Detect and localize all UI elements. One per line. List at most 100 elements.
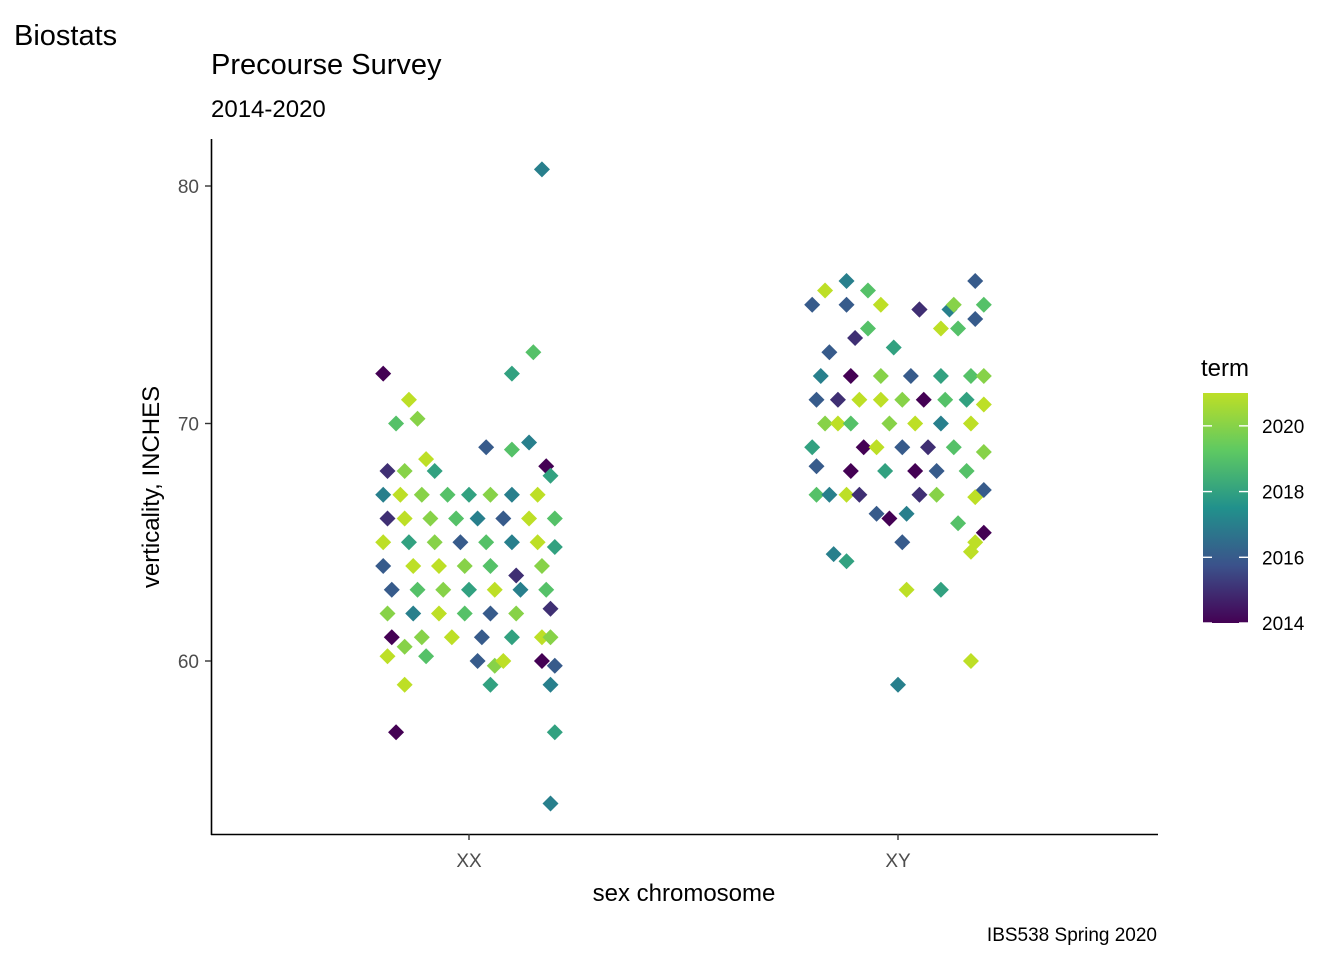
data-point xyxy=(396,463,413,479)
data-point xyxy=(375,558,392,574)
data-point xyxy=(975,444,992,460)
data-point xyxy=(817,415,834,432)
chart-caption: IBS538 Spring 2020 xyxy=(987,925,1157,946)
data-point xyxy=(546,657,563,674)
data-point xyxy=(881,510,898,527)
data-point xyxy=(469,510,486,527)
data-points xyxy=(375,161,992,812)
data-point xyxy=(975,368,992,384)
data-point xyxy=(478,439,495,456)
data-point xyxy=(422,510,439,527)
data-point xyxy=(920,439,937,456)
data-point xyxy=(842,415,859,432)
data-point xyxy=(503,486,520,503)
data-point xyxy=(430,605,447,622)
data-point xyxy=(388,724,405,741)
data-point xyxy=(838,486,855,503)
y-tick-label: 60 xyxy=(178,652,199,673)
data-point xyxy=(859,320,876,337)
data-point xyxy=(894,439,911,456)
data-point xyxy=(825,546,842,563)
data-point xyxy=(521,510,538,527)
data-point xyxy=(967,311,984,327)
chart-subtitle: 2014-2020 xyxy=(211,96,326,123)
data-point xyxy=(890,676,906,693)
data-point xyxy=(868,505,885,522)
data-point xyxy=(379,510,396,527)
data-point xyxy=(426,463,443,479)
data-point xyxy=(898,581,915,598)
data-point xyxy=(461,486,477,503)
data-point xyxy=(915,391,932,408)
data-point xyxy=(911,486,928,503)
legend-tick-label: 2014 xyxy=(1262,614,1305,635)
data-point xyxy=(907,415,924,432)
data-point xyxy=(379,605,396,622)
data-point xyxy=(958,391,975,408)
data-point xyxy=(821,486,838,503)
data-point xyxy=(400,534,417,551)
data-point xyxy=(872,391,889,408)
data-point xyxy=(950,515,967,532)
x-axis-label: sex chromosome xyxy=(593,880,776,907)
data-point xyxy=(962,653,979,669)
data-point xyxy=(400,391,417,408)
data-point xyxy=(512,581,529,598)
data-point xyxy=(542,795,559,812)
data-point xyxy=(881,415,898,432)
data-point xyxy=(812,368,829,384)
data-point xyxy=(375,365,392,382)
data-point xyxy=(546,724,563,741)
data-point xyxy=(542,600,559,617)
data-point xyxy=(902,368,919,384)
data-point xyxy=(804,296,821,313)
data-point xyxy=(379,648,396,665)
data-point xyxy=(950,320,967,337)
data-point xyxy=(418,451,435,468)
data-point xyxy=(503,441,520,458)
data-point xyxy=(847,330,864,346)
data-point xyxy=(958,463,975,479)
data-point xyxy=(808,391,825,408)
data-point xyxy=(817,282,834,299)
data-point xyxy=(842,463,859,479)
data-point xyxy=(907,463,924,479)
data-point xyxy=(388,415,405,432)
data-point xyxy=(495,653,512,669)
data-point xyxy=(911,301,928,318)
data-point xyxy=(821,344,838,361)
data-point xyxy=(877,463,894,479)
y-axis-ticks: 60 70 80 xyxy=(178,177,211,673)
legend-colorbar xyxy=(1203,393,1248,623)
data-point xyxy=(469,653,486,669)
data-point xyxy=(508,567,525,584)
data-point xyxy=(928,486,945,503)
data-point xyxy=(375,486,392,503)
data-point xyxy=(392,486,409,503)
data-point xyxy=(409,410,426,427)
data-point xyxy=(426,534,443,551)
x-tick-label: XY xyxy=(885,851,911,872)
data-point xyxy=(529,486,546,503)
data-point xyxy=(855,439,872,456)
data-point xyxy=(478,534,495,551)
data-point xyxy=(525,344,542,361)
data-point xyxy=(932,368,949,384)
data-point xyxy=(375,534,392,551)
data-point xyxy=(928,463,945,479)
data-point xyxy=(838,273,855,289)
data-point xyxy=(542,467,559,484)
data-point xyxy=(418,648,435,665)
y-tick-label: 70 xyxy=(178,415,199,436)
data-point xyxy=(932,581,949,598)
data-point xyxy=(546,539,563,555)
data-point xyxy=(396,676,413,693)
data-point xyxy=(430,558,447,574)
data-point xyxy=(533,653,550,669)
data-point xyxy=(962,368,979,384)
y-axis-label: verticality, INCHES xyxy=(138,386,165,588)
data-point xyxy=(546,510,563,527)
data-point xyxy=(894,534,911,551)
data-point xyxy=(473,629,490,646)
data-point xyxy=(461,581,477,598)
